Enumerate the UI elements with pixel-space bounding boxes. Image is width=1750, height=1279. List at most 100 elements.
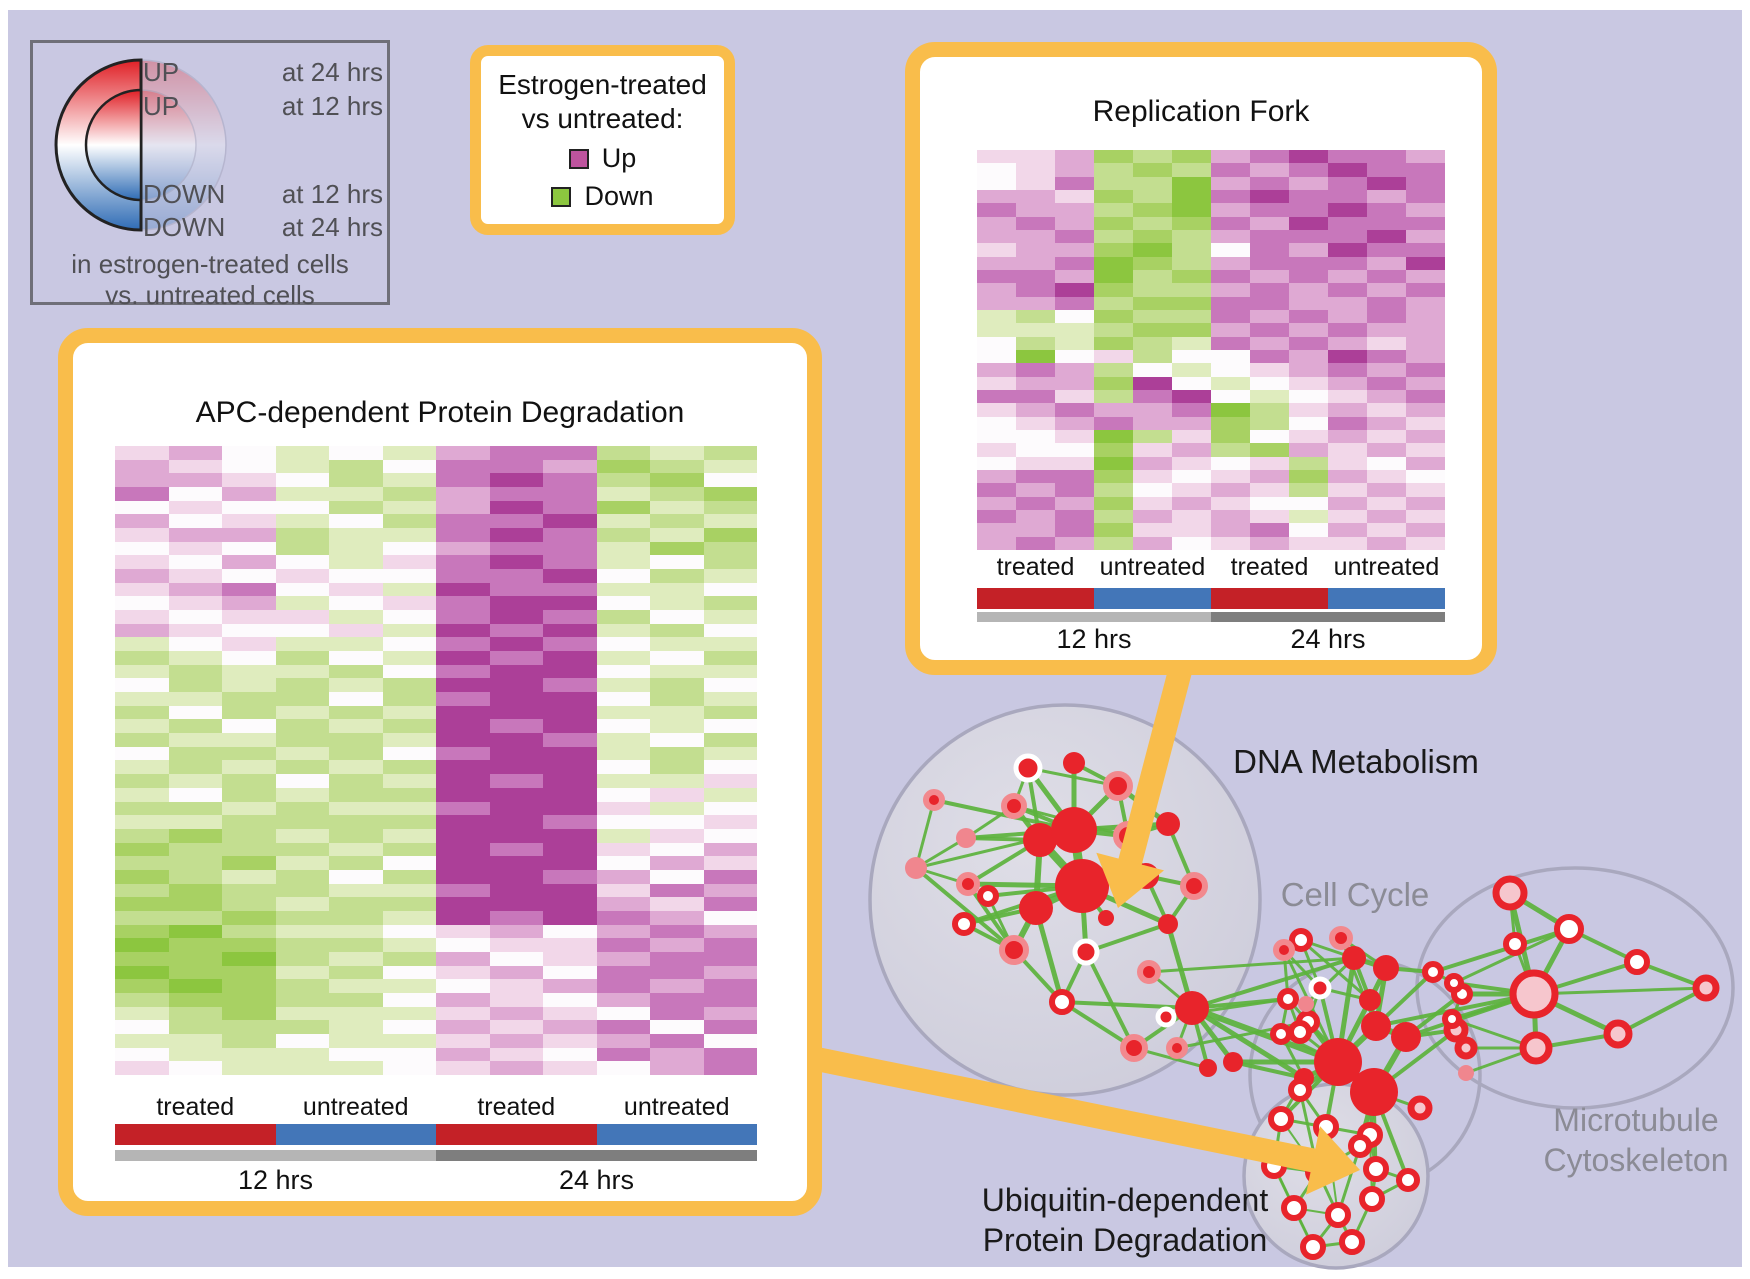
heatmap-cell xyxy=(1250,523,1289,537)
heatmap-cell xyxy=(1172,509,1211,524)
network-node-open xyxy=(1442,1009,1462,1029)
heatmap-cell xyxy=(436,992,490,1007)
updown-legend: UP at 24 hrs UP at 12 hrs DOWN at 12 hrs DO… xyxy=(30,40,390,310)
apc-24hrs-label: 24 hrs xyxy=(558,1165,635,1195)
network-edge xyxy=(914,866,1016,952)
heatmap-cell xyxy=(1328,296,1367,310)
heatmap-cell xyxy=(977,496,1016,510)
heatmap-cell xyxy=(596,637,650,652)
heatmap-cell xyxy=(596,514,650,529)
heatmap-cell xyxy=(650,500,704,515)
heatmap-cell xyxy=(115,856,169,870)
apc-panel-title: APC-dependent Protein Degradation xyxy=(195,396,685,429)
heatmap-cell xyxy=(115,760,169,775)
network-edge xyxy=(1453,927,1570,985)
heatmap-cell xyxy=(596,856,650,870)
network-node-whitehalo xyxy=(1308,976,1332,1000)
heatmap-cell xyxy=(703,992,757,1007)
heatmap-cell xyxy=(275,487,329,501)
heatmap-cell xyxy=(596,1047,650,1062)
heatmap-cell xyxy=(1328,150,1367,164)
heatmap-cell xyxy=(1367,256,1406,270)
heatmap-cell xyxy=(543,705,597,720)
heatmap-cell xyxy=(1289,256,1328,270)
heatmap-cell xyxy=(596,842,650,857)
heatmap-cell xyxy=(1055,309,1094,324)
heatmap-cell xyxy=(1367,203,1406,217)
heatmap-cell xyxy=(1367,336,1406,350)
heatmap-cell xyxy=(222,1033,276,1048)
heatmap-cell xyxy=(1094,363,1133,377)
network-node-solid xyxy=(1391,1022,1421,1052)
heatmap-cell xyxy=(1406,376,1445,390)
heatmap-cell xyxy=(543,692,597,706)
heatmap-cell xyxy=(977,189,1016,204)
heatmap-cell xyxy=(382,897,436,911)
heatmap-cell xyxy=(222,746,276,761)
heatmap-cell xyxy=(703,569,757,583)
heatmap-cell xyxy=(222,651,276,665)
heatmap-cell xyxy=(168,487,222,501)
heatmap-cell xyxy=(1016,269,1055,284)
up24-time: at 24 hrs xyxy=(281,56,383,87)
heatmap-cell xyxy=(1094,483,1133,497)
heatmap-cell xyxy=(1289,523,1328,537)
network-node-halo xyxy=(1180,872,1208,900)
heatmap-cell xyxy=(222,924,276,939)
heatmap-cell xyxy=(168,760,222,775)
heatmap-cell xyxy=(1250,443,1289,457)
heatmap-cell xyxy=(1016,229,1055,244)
heatmap-cell xyxy=(703,938,757,952)
heatmap-cell xyxy=(1055,176,1094,190)
heatmap-cell xyxy=(1172,189,1211,204)
apc-time-bar xyxy=(115,1150,757,1161)
heatmap-cell xyxy=(329,801,383,816)
heatmap-cell xyxy=(1016,256,1055,270)
heatmap-cell xyxy=(436,596,490,611)
heatmap-cell xyxy=(650,1006,704,1021)
heatmap-cell xyxy=(1211,163,1250,177)
network-node-open xyxy=(952,912,976,936)
heatmap-cell xyxy=(1016,416,1055,430)
rf-group-treated-12: treated xyxy=(996,553,1075,581)
heatmap-cell xyxy=(329,815,383,829)
heatmap-cell xyxy=(650,473,704,488)
heatmap-cell xyxy=(1289,203,1328,217)
heatmap-cell xyxy=(650,910,704,925)
heatmap-cell xyxy=(543,473,597,488)
network-node-solid xyxy=(1342,946,1366,970)
heatmap-cell xyxy=(115,787,169,802)
heatmap-cell xyxy=(489,514,543,529)
heatmap-cell xyxy=(1055,256,1094,270)
heatmap-cell xyxy=(1055,229,1094,244)
heatmap-cell xyxy=(1367,509,1406,524)
network-node-open xyxy=(1289,928,1313,952)
heatmap-cell xyxy=(329,528,383,542)
heatmap-cell xyxy=(382,569,436,583)
heatmap-cell xyxy=(703,746,757,761)
heatmap-cell xyxy=(222,664,276,679)
heatmap-cell xyxy=(489,815,543,829)
down24-time: at 24 hrs xyxy=(281,211,383,242)
heatmap-cell xyxy=(596,664,650,679)
heatmap-cell xyxy=(168,664,222,679)
heatmap-cell xyxy=(1367,163,1406,177)
heatmap-cell xyxy=(1133,376,1172,390)
heatmap-cell xyxy=(703,1047,757,1062)
heatmap-cell xyxy=(1250,469,1289,484)
heatmap-cell xyxy=(1250,216,1289,230)
heatmap-cell xyxy=(650,692,704,706)
untreated-bar-segment xyxy=(596,1124,757,1145)
heatmap-cell xyxy=(1289,443,1328,457)
bar-12hrs-segment xyxy=(115,1150,436,1161)
heatmap-cell xyxy=(1016,349,1055,364)
heatmap-cell xyxy=(977,416,1016,430)
heatmap-cell xyxy=(1289,229,1328,244)
heatmap-cell xyxy=(703,446,757,460)
heatmap-cell xyxy=(650,664,704,679)
heatmap-cell xyxy=(703,1033,757,1048)
heatmap-cell xyxy=(489,1061,543,1075)
heatmap-cell xyxy=(436,897,490,911)
heatmap-cell xyxy=(489,487,543,501)
heatmap-cell xyxy=(1328,363,1367,377)
